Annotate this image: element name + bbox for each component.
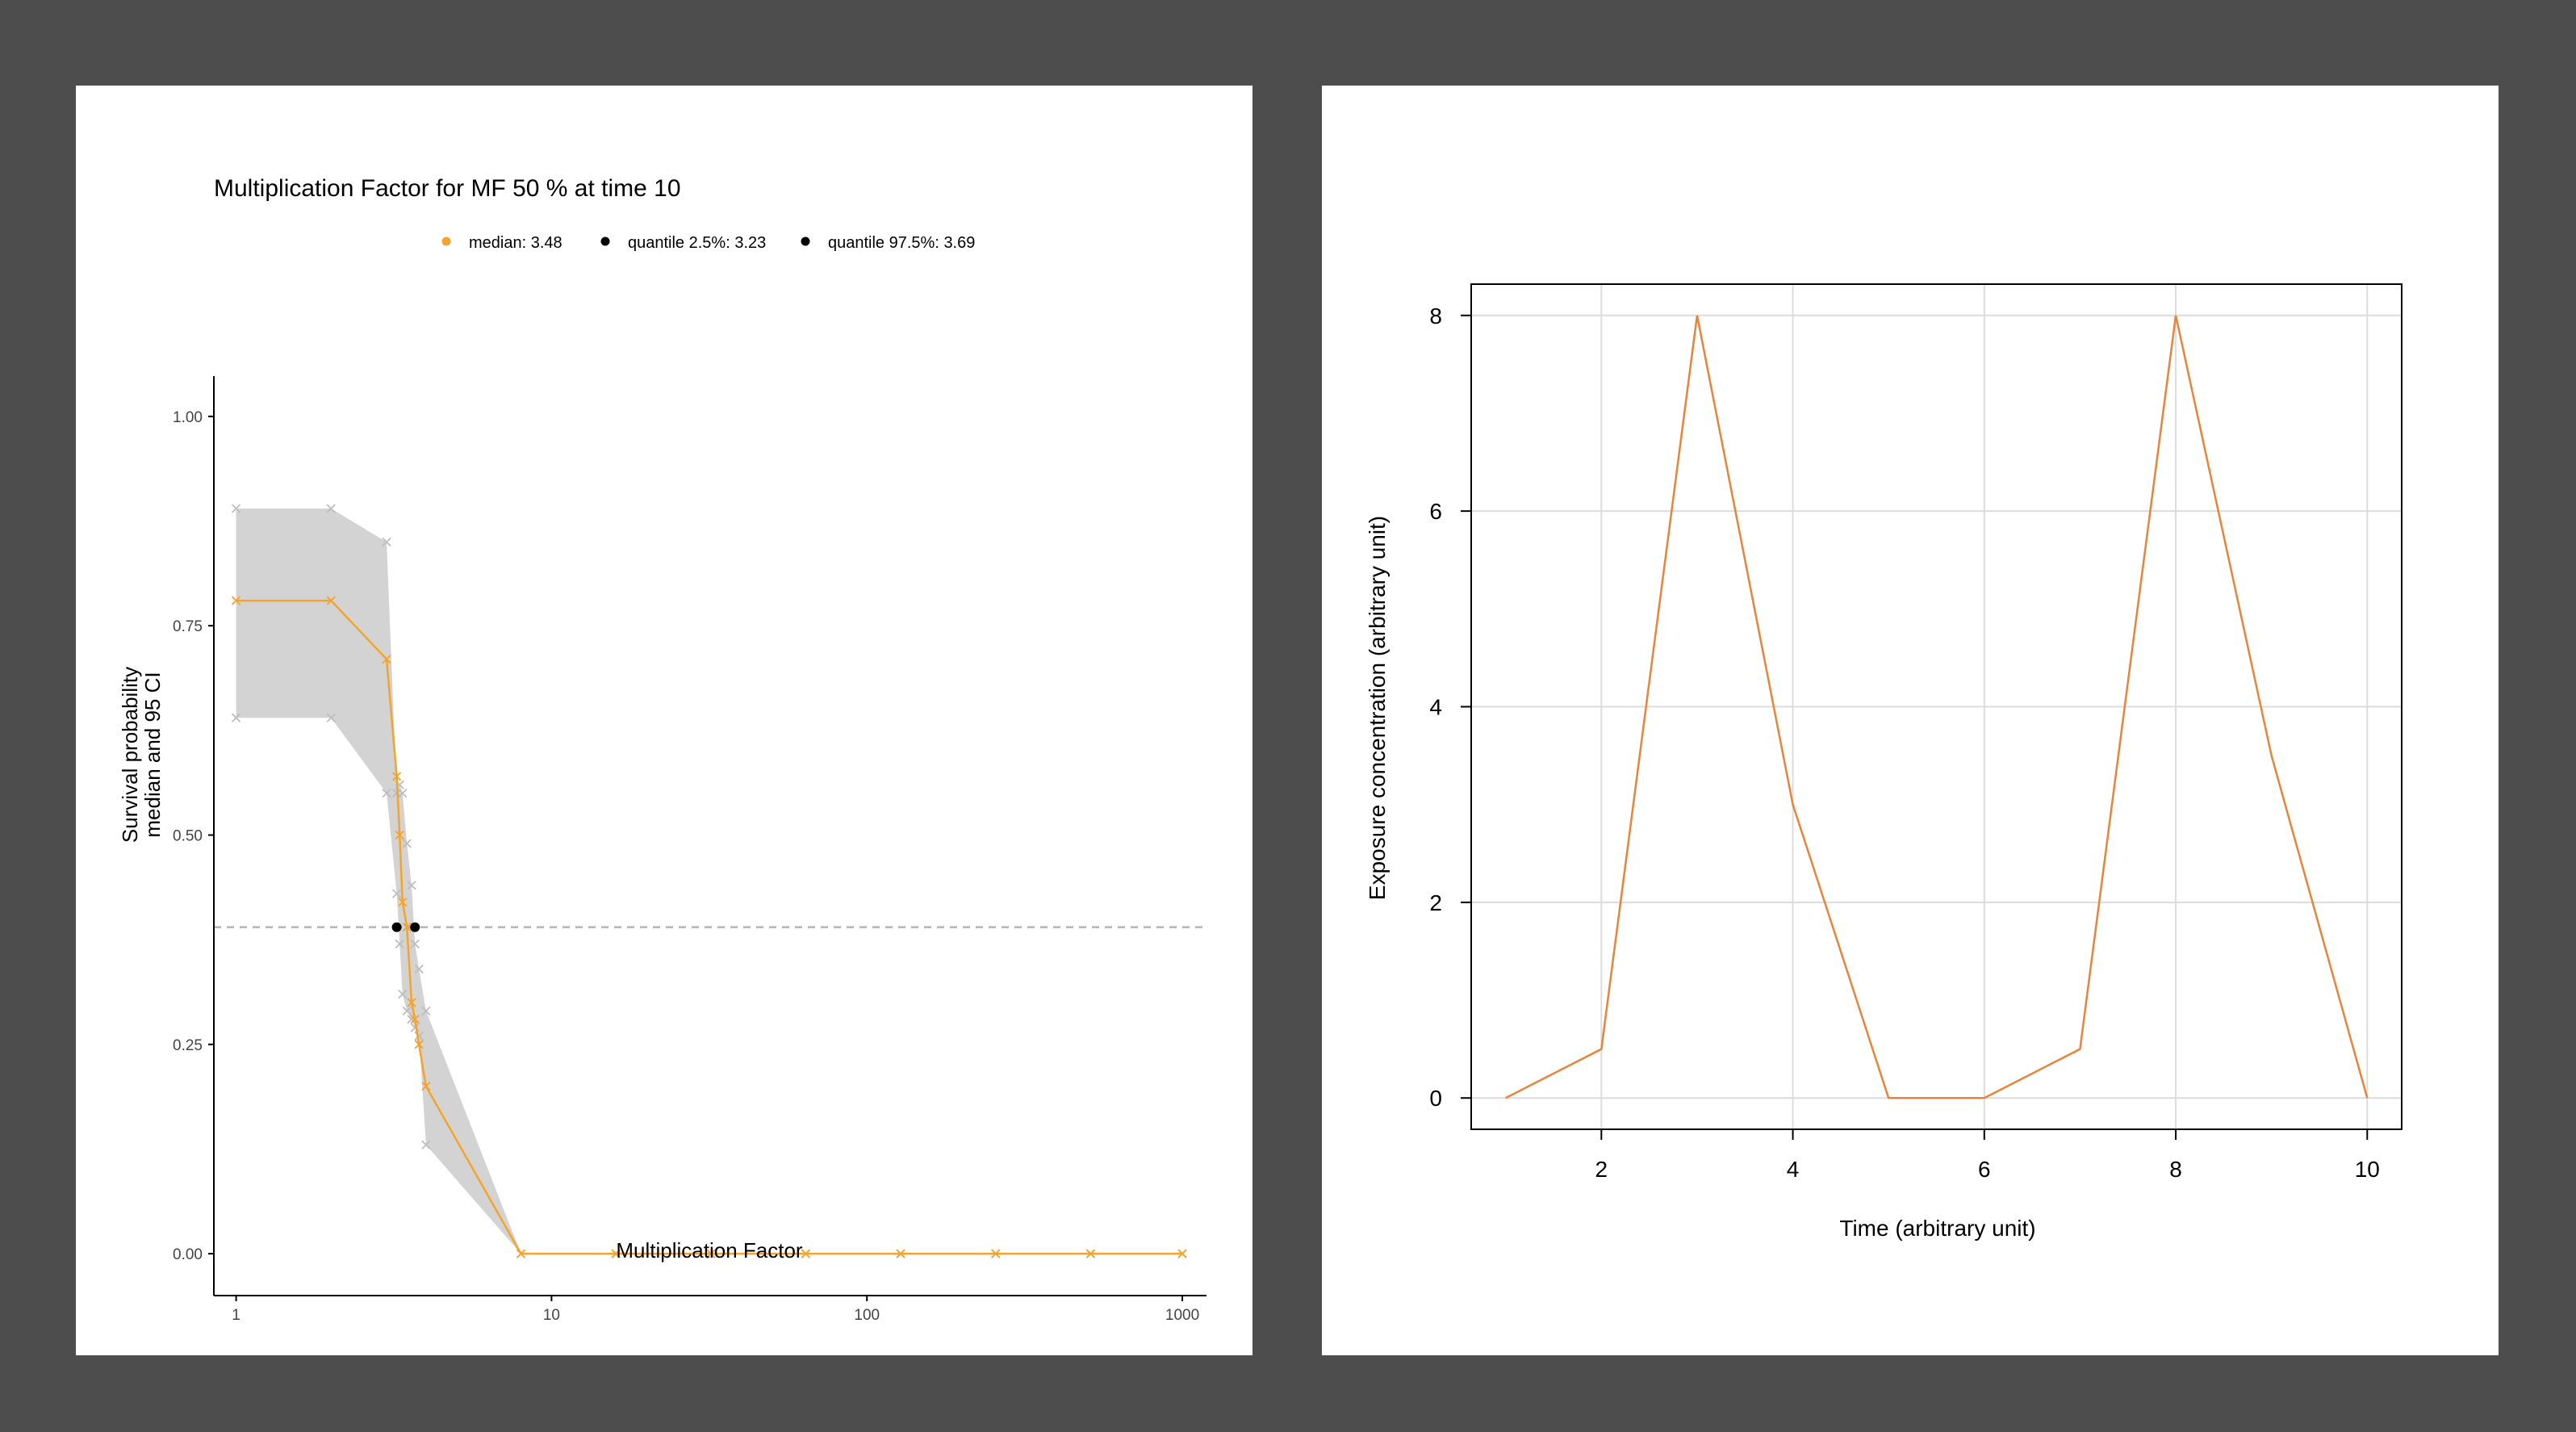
lower-point-3 xyxy=(391,889,402,898)
x-axis-label: Multiplication Factor xyxy=(616,1238,803,1262)
median-point-18 xyxy=(1177,1249,1187,1258)
survival-chart-panel: Multiplication Factor for MF 50 % at tim… xyxy=(76,86,1252,1355)
upper-point-6 xyxy=(402,839,412,848)
lower-point-1 xyxy=(326,713,336,722)
upper-point-0 xyxy=(231,504,241,513)
y-tick-label-3: 6 xyxy=(1429,499,1442,524)
quantile-point-1 xyxy=(410,922,420,932)
median-point-5 xyxy=(398,897,408,907)
lower-point-5 xyxy=(398,989,408,999)
legend-marker-2 xyxy=(801,237,810,246)
y-tick-label-1: 2 xyxy=(1429,890,1442,915)
chart-legend: median: 3.48 quantile 2.5%: 3.23 quantile … xyxy=(441,234,975,252)
x-tick-label-1: 10 xyxy=(543,1307,560,1324)
chart-title: Multiplication Factor for MF 50 % at tim… xyxy=(214,175,681,202)
median-point-12 xyxy=(611,1249,621,1258)
legend-label-2: quantile 97.5%: 3.69 xyxy=(828,234,975,252)
median-point-4 xyxy=(395,830,404,840)
median-point-8 xyxy=(410,1015,420,1024)
median-point-0 xyxy=(231,596,241,605)
legend-label-0: median: 3.48 xyxy=(469,234,562,252)
exposure-line xyxy=(1505,315,2369,1099)
upper-point-9 xyxy=(414,964,424,974)
upper-point-8 xyxy=(410,939,420,948)
lower-point-4 xyxy=(395,939,404,948)
lower-point-2 xyxy=(382,788,391,798)
x-tick-label-0: 1 xyxy=(232,1307,240,1324)
plot-area: 0.00 0.25 0.50 0.75 1.00 1 10 100 1000 xyxy=(173,376,1207,1324)
x-tick-label-2: 6 xyxy=(1978,1157,1991,1182)
median-point-1 xyxy=(326,596,336,605)
y-tick-label-2: 0.50 xyxy=(173,828,203,845)
x-tick-label-0: 2 xyxy=(1595,1157,1608,1182)
x-axis-label: Time (arbitrary unit) xyxy=(1839,1216,2035,1241)
plot-area: 2 4 6 8 10 0 2 4 6 8 xyxy=(1429,283,2402,1182)
lower-point-0 xyxy=(231,713,241,722)
y-axis-label-line-2: median and 95 CI xyxy=(140,672,165,837)
median-point-3 xyxy=(391,772,402,781)
median-point-15 xyxy=(896,1249,905,1258)
ci-ribbon xyxy=(236,508,1183,1254)
upper-point-5 xyxy=(398,788,408,798)
upper-point-2 xyxy=(382,537,391,547)
upper-point-1 xyxy=(326,504,336,513)
median-point-7 xyxy=(407,998,416,1007)
y-tick-label-4: 8 xyxy=(1429,304,1442,329)
y-tick-label-0: 0.00 xyxy=(173,1246,203,1263)
exposure-chart: 2 4 6 8 10 0 2 4 6 8 Time (arbitrary unit) Exposu… xyxy=(1365,283,2402,1241)
x-tick-label-3: 8 xyxy=(2169,1157,2182,1182)
y-tick-label-3: 0.75 xyxy=(173,618,203,635)
median-point-11 xyxy=(516,1249,526,1258)
survival-chart: Multiplication Factor for MF 50 % at tim… xyxy=(118,175,1207,1324)
y-axis-label-line-1: Survival probability xyxy=(118,667,142,843)
lower-point-6 xyxy=(402,1006,412,1015)
x-tick-label-4: 10 xyxy=(2355,1157,2380,1182)
legend-label-1: quantile 2.5%: 3.23 xyxy=(628,234,766,252)
legend-marker-1 xyxy=(600,237,610,246)
median-point-17 xyxy=(1085,1249,1096,1258)
legend-marker-0 xyxy=(441,237,451,246)
y-tick-label-2: 4 xyxy=(1429,695,1442,720)
median-point-6 xyxy=(402,922,412,932)
median-point-16 xyxy=(991,1249,1001,1258)
y-axis-label: Exposure concentration (arbitrary unit) xyxy=(1365,516,1390,900)
upper-point-10 xyxy=(421,1006,431,1015)
median-point-2 xyxy=(382,655,391,664)
exposure-chart-panel: 2 4 6 8 10 0 2 4 6 8 Time (arbitrary unit) Exposu… xyxy=(1322,86,2499,1355)
lower-point-10 xyxy=(421,1140,431,1149)
y-tick-label-1: 0.25 xyxy=(173,1037,203,1054)
upper-point-7 xyxy=(407,881,416,890)
median-point-14 xyxy=(801,1249,811,1258)
median-point-13 xyxy=(706,1249,716,1258)
y-tick-label-4: 1.00 xyxy=(173,409,203,426)
quantile-point-0 xyxy=(391,922,402,932)
x-tick-label-2: 100 xyxy=(854,1307,880,1324)
median-point-9 xyxy=(414,1040,424,1049)
x-tick-label-3: 1000 xyxy=(1165,1307,1199,1324)
y-tick-label-0: 0 xyxy=(1429,1086,1442,1111)
median-point-10 xyxy=(421,1082,431,1091)
x-tick-label-1: 4 xyxy=(1787,1157,1800,1182)
